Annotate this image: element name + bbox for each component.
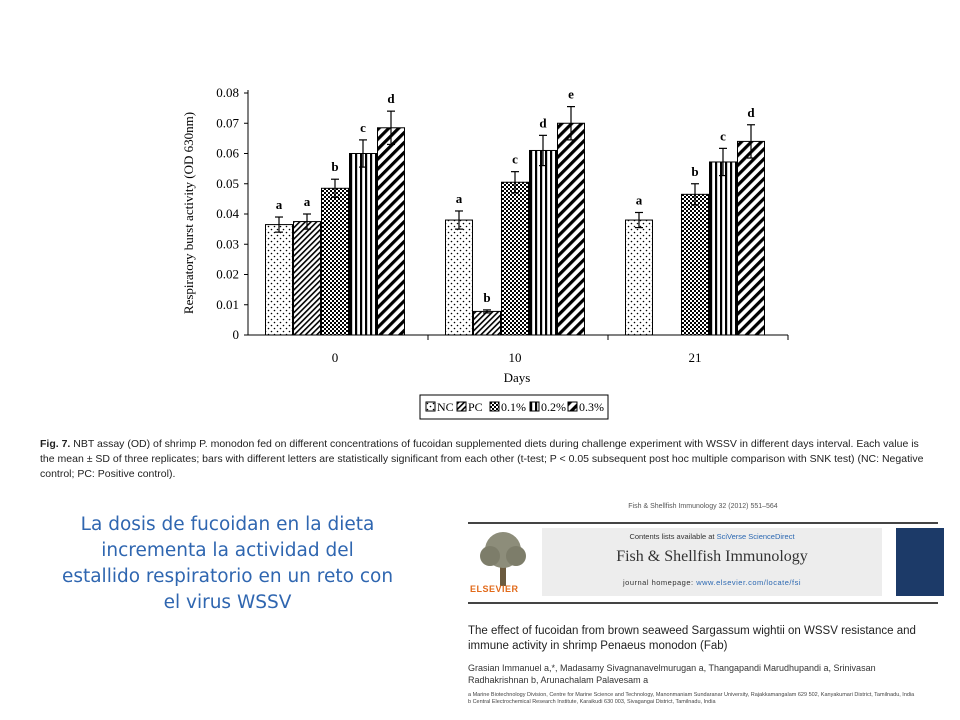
- bar: [445, 219, 473, 336]
- legend-label: 0.3%: [579, 400, 604, 414]
- significance-letter: b: [691, 164, 698, 179]
- x-tick-label: 21: [689, 350, 702, 365]
- legend-label: 0.1%: [501, 400, 526, 414]
- sciencedirect-link[interactable]: SciVerse ScienceDirect: [716, 532, 795, 541]
- bar: [557, 122, 585, 336]
- y-tick-label: 0.03: [216, 236, 239, 251]
- y-tick-label: 0: [233, 327, 240, 342]
- article-title: The effect of fucoidan from brown seawee…: [468, 625, 916, 652]
- significance-letter: d: [747, 105, 755, 120]
- journal-name: Fish & Shellfish Immunology: [616, 548, 808, 565]
- bar: [737, 140, 765, 336]
- significance-letter: d: [387, 91, 395, 106]
- y-axis-label: Respiratory burst activity (OD 630nm): [181, 112, 196, 314]
- bar: [501, 181, 529, 336]
- bar: [293, 221, 321, 336]
- bar: [265, 224, 293, 336]
- significance-letter: b: [483, 290, 490, 305]
- legend-swatch: [456, 401, 467, 412]
- significance-letter: a: [276, 197, 283, 212]
- bar: [321, 187, 349, 336]
- contents-line: Contents lists available at SciVerse Sci…: [629, 532, 795, 541]
- legend-swatch: [489, 401, 500, 412]
- significance-letter: c: [720, 128, 726, 143]
- significance-letter: c: [512, 152, 518, 167]
- y-tick-label: 0.06: [216, 146, 239, 161]
- bar: [529, 149, 557, 336]
- journal-homepage: journal homepage: www.elsevier.com/locat…: [622, 578, 801, 587]
- article-affiliations: a Marine Biotechnology Division, Centre …: [468, 692, 938, 706]
- significance-letter: e: [568, 87, 574, 102]
- journal-title-box: Contents lists available at SciVerse Sci…: [542, 528, 882, 596]
- caption-text: NBT assay (OD) of shrimp P. monodon fed …: [40, 438, 924, 480]
- significance-letter: b: [331, 159, 338, 174]
- x-axis-label: Days: [504, 370, 531, 385]
- journal-article-snippet: Fish & Shellfish Immunology 32 (2012) 55…: [468, 500, 944, 720]
- y-tick-label: 0.05: [216, 176, 239, 191]
- y-tick-label: 0.07: [216, 115, 239, 130]
- significance-letter: a: [636, 192, 643, 207]
- affiliation-a: a Marine Biotechnology Division, Centre …: [468, 692, 915, 698]
- significance-letter: c: [360, 120, 366, 135]
- bar-chart: Respiratory burst activity (OD 630nm) 0 0…: [181, 85, 789, 420]
- affiliation-b: b Central Electrochemical Research Insti…: [468, 699, 716, 705]
- y-tick-label: 0.01: [216, 297, 239, 312]
- journal-citation: Fish & Shellfish Immunology 32 (2012) 55…: [628, 503, 778, 510]
- journal-cover-image: [896, 528, 944, 596]
- bar: [681, 193, 709, 336]
- y-tick-label: 0.02: [216, 267, 239, 282]
- legend-label: 0.2%: [541, 400, 566, 414]
- elsevier-tree-logo: [480, 532, 526, 586]
- bar: [709, 161, 737, 336]
- bar: [625, 219, 653, 336]
- legend-swatch: [567, 401, 578, 412]
- legend-label: PC: [468, 400, 483, 414]
- significance-letter: a: [304, 194, 311, 209]
- slide-summary-text: La dosis de fucoidan en la dieta increme…: [61, 514, 394, 613]
- significance-letter: d: [539, 115, 547, 130]
- bar: [377, 127, 405, 336]
- journal-header: ELSEVIER Contents lists available at Sci…: [468, 522, 944, 602]
- elsevier-wordmark: ELSEVIER: [470, 584, 519, 594]
- x-tick-label: 0: [332, 350, 339, 365]
- y-tick-label: 0.08: [216, 85, 239, 100]
- bar: [349, 153, 377, 336]
- divider: [468, 602, 938, 604]
- legend-swatch: [425, 401, 436, 412]
- journal-homepage-link[interactable]: www.elsevier.com/locate/fsi: [696, 578, 801, 587]
- legend-swatch: [529, 401, 540, 412]
- bar: [473, 310, 501, 336]
- y-tick-label: 0.04: [216, 206, 239, 221]
- caption-fig-label: Fig. 7.: [40, 438, 71, 450]
- figure-caption: Fig. 7. NBT assay (OD) of shrimp P. mono…: [40, 437, 930, 482]
- article-authors: Grasian Immanuel a,*, Madasamy Sivagnana…: [468, 663, 876, 685]
- x-tick-label: 10: [509, 350, 522, 365]
- legend-label: NC: [437, 400, 454, 414]
- significance-letter: a: [456, 191, 463, 206]
